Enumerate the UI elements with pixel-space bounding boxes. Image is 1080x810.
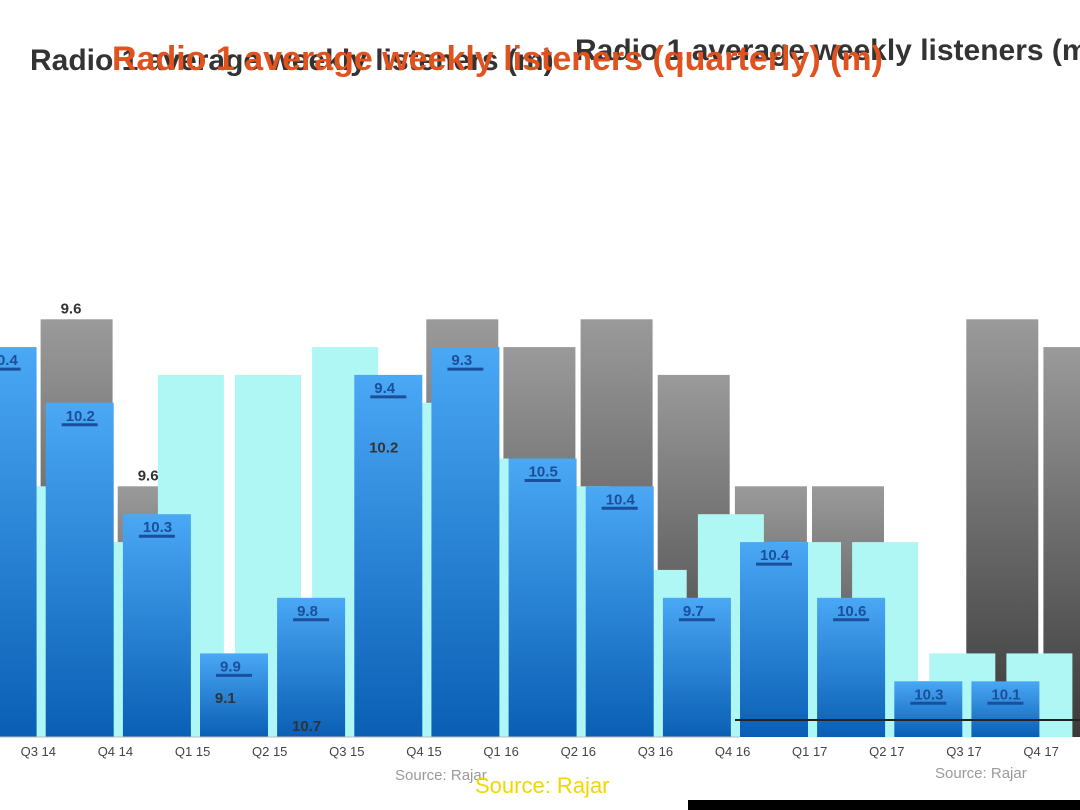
x-tick-label-9: Q4 16: [715, 744, 750, 759]
bar-blue-8: [585, 486, 654, 737]
x-tick-label-8: Q3 16: [638, 744, 673, 759]
x-tick-label-3: Q2 15: [252, 744, 287, 759]
x-tick-label-13: Q4 17: [1023, 744, 1058, 759]
source-ghost-right: Source: Rajar: [935, 765, 1027, 782]
data-label-blue-11: 10.6: [837, 603, 866, 620]
x-tick-label-11: Q2 17: [869, 744, 904, 759]
data-label-grey-1: 9.6: [138, 467, 159, 484]
data-label-blue-4: 9.8: [297, 603, 318, 620]
data-label-blue-10: 10.4: [760, 547, 790, 564]
data-label-blue-2: 10.3: [143, 519, 172, 536]
x-tick-label-7: Q2 16: [561, 744, 596, 759]
x-tick-label-10: Q1 17: [792, 744, 827, 759]
x-tick-label-12: Q3 17: [946, 744, 981, 759]
bar-blue-10: [740, 542, 808, 737]
data-label-blue-0: 10.4: [0, 352, 18, 369]
bar-blue-7: [508, 458, 577, 737]
data-label-blue-8: 10.4: [606, 491, 636, 508]
data-label-grey-2: 9.1: [215, 690, 236, 707]
bar-blue-5: [354, 374, 423, 737]
data-label-blue-13: 10.1: [991, 686, 1020, 703]
data-label-blue-12: 10.3: [914, 686, 943, 703]
x-tick-label-1: Q4 14: [98, 744, 133, 759]
bars-layer: [0, 319, 1080, 738]
x-tick-labels: Q3 14 Q4 14 Q1 15 Q2 15 Q3 15 Q4 15 Q1 16 Q2 16…: [21, 744, 1059, 759]
bar-blue-1: [45, 402, 114, 737]
data-labels-layer: 10.4 10.2 10.3 9.9 9.8 9.4 9.3 10.5 10.4 9.7 10.4 1…: [0, 300, 1024, 735]
bar-blue-0: [0, 347, 37, 737]
data-label-grey-4: 10.2: [369, 440, 398, 457]
x-tick-label-4: Q3 15: [329, 744, 364, 759]
data-label-blue-9: 9.7: [683, 603, 704, 620]
data-label-blue-6: 9.3: [451, 352, 472, 369]
bar-blue-2: [122, 514, 191, 737]
data-label-blue-5: 9.4: [374, 380, 396, 397]
x-tick-label-5: Q4 15: [406, 744, 441, 759]
x-tick-label-0: Q3 14: [21, 744, 56, 759]
data-label-blue-7: 10.5: [529, 464, 558, 481]
title-ghost-right: Radio 1 average weekly listeners (m): [575, 34, 1080, 67]
source-ghost-left: Source: Rajar: [395, 767, 487, 784]
source-note: Source: Rajar: [475, 773, 610, 798]
bar-blue-12: [894, 681, 963, 737]
x-tick-label-6: Q1 16: [483, 744, 518, 759]
bar-blue-3: [200, 653, 268, 737]
data-label-blue-1: 10.2: [66, 408, 95, 425]
bar-blue-13: [971, 681, 1040, 737]
data-label-blue-3: 9.9: [220, 658, 241, 675]
bar-blue-6: [431, 347, 500, 737]
chart-title: Radio 1 average weekly listeners (quarte…: [112, 40, 883, 78]
data-label-grey-3: 10.7: [292, 718, 321, 735]
data-label-grey-0: 9.6: [61, 300, 82, 317]
footer-band: [688, 800, 1080, 810]
x-tick-label-2: Q1 15: [175, 744, 210, 759]
title-ghost-left: Radio 1 average weekly listeners (m): [30, 44, 554, 77]
